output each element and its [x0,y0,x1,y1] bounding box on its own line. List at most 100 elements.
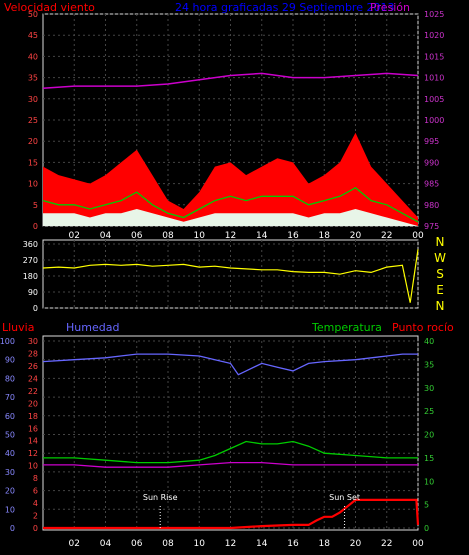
humidity-temperature-chart: 0102030405060708090100024681012141618202… [0,337,434,549]
dir-y-tick: 0 [33,304,38,313]
wind-x-x-tick: 06 [131,231,143,241]
hum-x-x-tick: 08 [162,539,174,549]
compass-label: N [436,299,445,313]
mean-wind-area [43,209,418,226]
hum-x-x-tick: 10 [194,539,206,549]
wind-pressure-chart: 0510152025303540455097598098599099510001… [28,10,445,241]
rain-y-tick: 28 [28,349,38,358]
rain-y-tick: 18 [28,412,38,421]
humidity-y-tick: 60 [5,412,15,421]
rain-y-tick: 12 [28,449,38,458]
wind-x-x-tick: 22 [381,231,392,241]
compass-label: S [436,267,444,281]
pressure-y-tick: 980 [424,201,439,210]
humidity-y-tick: 50 [5,431,15,440]
rain-label: Lluvia [2,321,34,334]
pressure-y-tick: 975 [424,222,439,231]
gust-area [43,132,418,226]
wind-x-x-tick: 10 [194,231,206,241]
wind-y-tick: 20 [28,137,38,146]
wind-y-tick: 30 [28,95,38,104]
humidity-y-tick: 10 [5,505,15,514]
temp-y-tick: 10 [424,477,434,486]
wind-y-tick: 15 [28,158,38,167]
rain-y-tick: 4 [33,499,38,508]
wind-x-x-tick: 20 [350,231,362,241]
rain-y-tick: 10 [28,462,38,471]
temp-y-tick: 40 [424,337,434,346]
wind-x-x-tick: 00 [412,231,424,241]
wind-speed-label: Velocidad viento [4,1,95,14]
sun-marker-label: Sun Rise [143,493,178,502]
rain-y-tick: 30 [28,337,38,346]
rain-y-tick: 14 [28,437,38,446]
rain-y-tick: 20 [28,399,38,408]
wind-y-tick: 0 [33,222,38,231]
temp-y-tick: 20 [424,431,434,440]
wind-x-x-tick: 02 [69,231,80,241]
wind-y-tick: 45 [28,31,38,40]
pressure-y-tick: 1010 [424,74,444,83]
dewpoint-line [43,461,418,468]
pressure-y-tick: 1005 [424,95,444,104]
pressure-y-tick: 1025 [424,10,444,19]
pressure-y-tick: 1020 [424,31,444,40]
humidity-y-tick: 0 [10,524,15,533]
wind-x-x-tick: 12 [225,231,236,241]
wind-x-x-tick: 14 [256,231,268,241]
wind-y-tick: 35 [28,74,38,83]
pressure-label: Presión [370,1,410,14]
rain-y-tick: 22 [28,387,38,396]
rain-y-tick: 2 [33,512,38,521]
wind-x-x-tick: 04 [100,231,112,241]
wind-y-tick: 5 [33,201,38,210]
wind-x-x-tick: 18 [319,231,331,241]
wind-x-x-tick: 16 [287,231,299,241]
direction-line [42,249,419,303]
compass-label: E [436,283,444,297]
wind-x-x-tick: 08 [162,231,174,241]
humidity-label: Humedad [66,321,119,334]
hum-x-x-tick: 12 [225,539,236,549]
temperature-line [43,440,418,464]
pressure-y-tick: 1000 [424,116,444,125]
temp-y-tick: 35 [424,360,434,369]
humidity-line [42,353,418,376]
hum-x-x-tick: 20 [350,539,362,549]
rain-y-tick: 26 [28,362,38,371]
humidity-y-tick: 80 [5,374,15,383]
dir-y-tick: 90 [28,288,38,297]
hum-x-x-tick: 22 [381,539,392,549]
wind-y-tick: 40 [28,52,38,61]
dewpoint-label: Punto rocío [392,321,454,334]
hum-x-x-tick: 18 [319,539,331,549]
compass-label: W [434,251,446,265]
rain-y-tick: 24 [28,374,38,383]
wind-y-tick: 25 [28,116,38,125]
temp-y-tick: 5 [424,501,429,510]
hum-x-x-tick: 04 [100,539,112,549]
hum-x-x-tick: 00 [412,539,424,549]
pressure-line [42,72,419,89]
dir-y-tick: 180 [23,272,38,281]
rain-y-tick: 0 [33,524,38,533]
humidity-y-tick: 90 [5,356,15,365]
humidity-y-tick: 70 [5,393,15,402]
wind-y-tick: 50 [28,10,38,19]
rain-line [43,498,420,530]
chart-title: 24 hora graficadas 29 Septiembre 2013 [175,1,394,14]
pressure-y-tick: 995 [424,137,439,146]
temp-y-tick: 0 [424,524,429,533]
temp-y-tick: 25 [424,407,434,416]
pressure-y-tick: 1015 [424,52,444,61]
humidity-y-tick: 40 [5,449,15,458]
pressure-y-tick: 990 [424,158,439,167]
rain-y-tick: 6 [33,487,38,496]
wind-y-tick: 10 [28,180,38,189]
temp-y-tick: 30 [424,384,434,393]
dir-y-tick: 270 [23,256,38,265]
compass-label: N [436,235,445,249]
hum-x-x-tick: 02 [69,539,80,549]
